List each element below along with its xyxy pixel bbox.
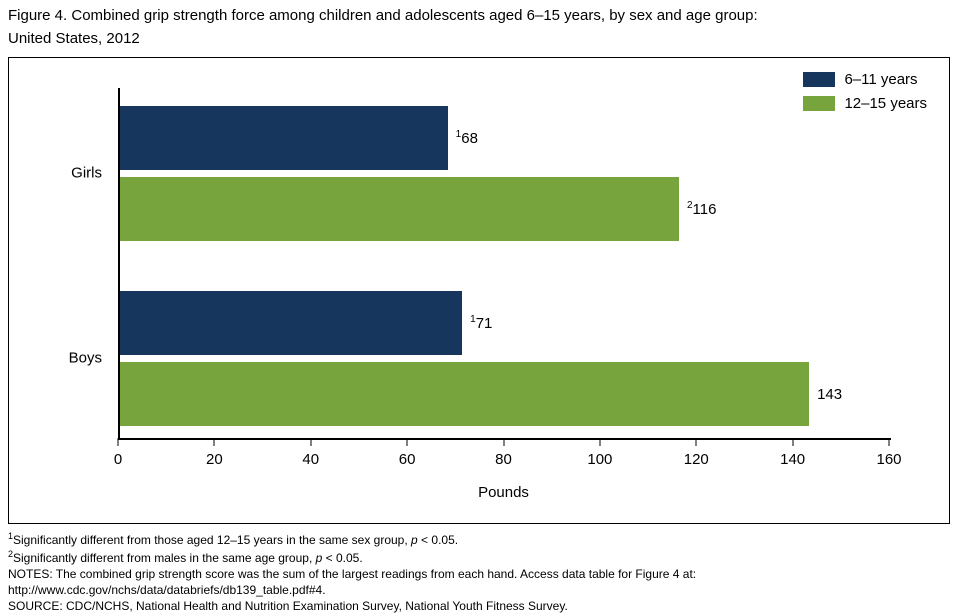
x-axis-tick: [888, 438, 890, 446]
x-axis-tick-label: 160: [876, 451, 902, 468]
x-axis-tick-label: 120: [683, 451, 709, 468]
y-axis-label-boys: Boys: [68, 349, 102, 367]
figure-title-line1: Figure 4. Combined grip strength force a…: [8, 7, 758, 24]
x-axis-tick-label: 40: [302, 451, 320, 468]
x-axis-tick: [213, 438, 215, 446]
bar-group-boys: 171 143: [120, 291, 891, 433]
footnote-text: < 0.05.: [322, 550, 363, 565]
bar-row: 2116: [120, 177, 891, 241]
bar-value-label: 143: [817, 385, 843, 403]
footnote-text: SOURCE: CDC/NCHS, National Health and Nu…: [8, 598, 568, 613]
chart-container: 6–11 years 12–15 years 168 2116 Girls 171 14…: [8, 57, 950, 524]
footnote-text: Significantly different from those aged …: [13, 533, 412, 547]
bar-girls-12-15-years: [120, 177, 679, 241]
x-axis-tick: [503, 438, 504, 446]
bar-row: 143: [120, 362, 891, 426]
legend-item-12-15-years: 12–15 years: [803, 95, 927, 112]
bar-boys-6-11-years: [120, 291, 463, 355]
x-axis-tick: [310, 438, 312, 446]
bar-row: 168: [120, 106, 891, 170]
bar-girls-6-11-years: [120, 106, 448, 170]
x-axis-tick: [792, 438, 794, 446]
legend: 6–11 years 12–15 years: [803, 71, 927, 119]
bar-row: 171: [120, 291, 891, 355]
figure-title-line2: United States, 2012: [8, 29, 140, 47]
bar-boys-12-15-years: [120, 362, 810, 426]
footnote-notes: NOTES: The combined grip strength score …: [8, 567, 952, 583]
footnote-source: SOURCE: CDC/NCHS, National Health and Nu…: [8, 599, 952, 615]
x-axis-tick-label: 0: [113, 451, 123, 468]
bar-value-label: 171: [470, 314, 493, 332]
x-axis-tick: [599, 438, 601, 446]
plot-area: 168 2116 Girls 171 143 Boys: [69, 88, 891, 440]
bar-value-label: 2116: [686, 200, 717, 218]
legend-swatch-12-15-years: [803, 96, 836, 111]
footnotes: 1Significantly different from those aged…: [8, 531, 952, 615]
footnote-superscript: 1: [8, 531, 14, 541]
footnote-italic: p: [411, 533, 418, 547]
bar-group-girls: 168 2116: [120, 106, 891, 248]
legend-label: 12–15 years: [844, 95, 927, 112]
x-axis-tick-label: 20: [206, 451, 223, 468]
footnote-1: 1Significantly different from those aged…: [8, 531, 952, 549]
legend-swatch-6-11-years: [803, 72, 836, 87]
footnote-italic: p: [315, 550, 323, 565]
y-axis-label-girls: Girls: [71, 164, 102, 182]
legend-item-6-11-years: 6–11 years: [803, 71, 927, 88]
x-axis-tick: [695, 438, 697, 446]
footnote-superscript: 2: [8, 548, 14, 559]
footnote-2: 2Significantly different from males in t…: [8, 549, 952, 567]
x-axis-tick: [117, 438, 119, 446]
x-axis-tick-label: 100: [587, 451, 613, 468]
x-axis-title: Pounds: [478, 484, 529, 501]
x-axis-tick: [406, 438, 408, 446]
footnote-text: Significantly different from males in th…: [13, 550, 316, 565]
x-axis-tick-label: 140: [780, 451, 806, 468]
x-axis-tick-label: 60: [398, 451, 416, 468]
legend-label: 6–11 years: [844, 71, 918, 88]
figure-title: Figure 4. Combined grip strength force a…: [8, 5, 952, 50]
bar-value-label: 168: [455, 129, 478, 147]
footnote-text: NOTES: The combined grip strength score …: [8, 566, 697, 581]
x-axis: 0 20 40 60 80 100 120 140 160: [114, 438, 902, 474]
footnote-text: http://www.cdc.gov/nchs/data/databriefs/…: [8, 582, 326, 597]
footnote-text: < 0.05.: [417, 533, 459, 547]
footnote-url: http://www.cdc.gov/nchs/data/databriefs/…: [8, 583, 952, 599]
x-axis-tick-label: 80: [495, 451, 512, 468]
